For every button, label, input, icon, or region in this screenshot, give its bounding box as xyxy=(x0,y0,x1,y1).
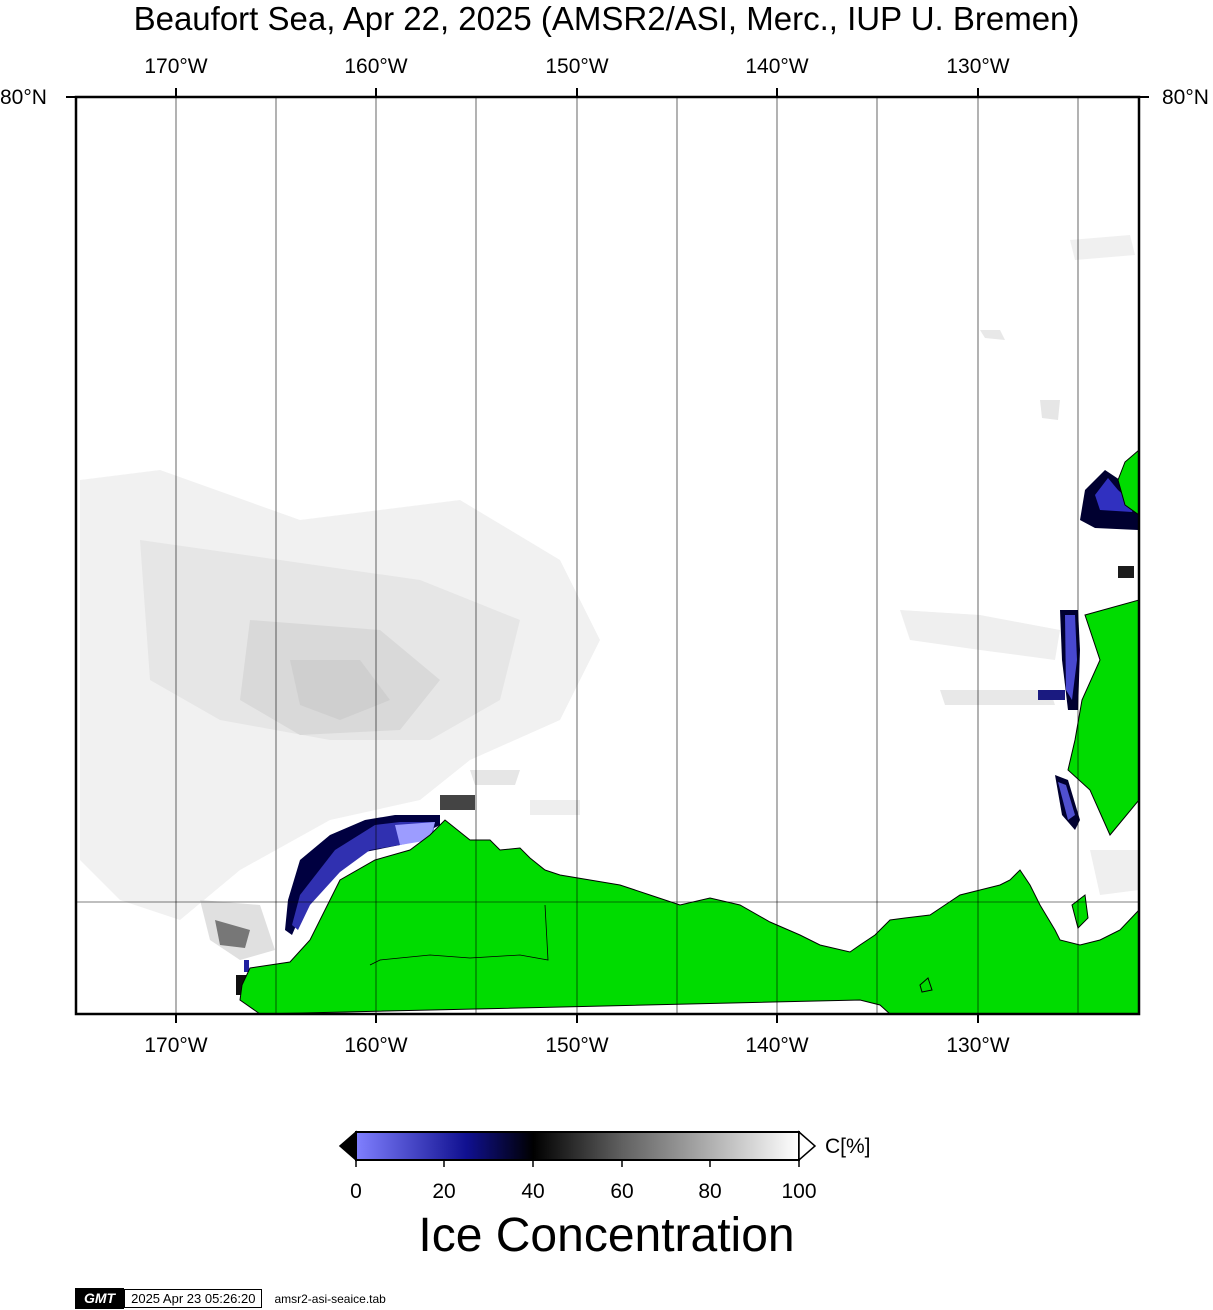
colorbar-tick-20: 20 xyxy=(432,1180,456,1203)
colorbar-under-triangle xyxy=(338,1130,357,1162)
prince-patrick-island xyxy=(1117,449,1139,516)
lon-label-top-160w: 160°W xyxy=(344,55,408,78)
sea-ice-field xyxy=(80,235,1139,960)
lon-label-bottom-150w: 150°W xyxy=(545,1034,609,1057)
colorbar-over-triangle xyxy=(798,1130,817,1162)
lon-label-bottom-140w: 140°W xyxy=(745,1034,809,1057)
coast-island xyxy=(1071,894,1089,929)
colorbar-tick-80: 80 xyxy=(698,1180,722,1203)
lat-label-left: 80°N xyxy=(0,86,47,109)
colorbar-tick-0: 0 xyxy=(350,1180,362,1203)
colorbar-unit: C[%] xyxy=(825,1135,871,1158)
lon-label-bottom-130w: 130°W xyxy=(946,1034,1010,1057)
map-frame xyxy=(74,95,1141,1016)
lon-label-top-130w: 130°W xyxy=(946,55,1010,78)
alaska-landmass xyxy=(239,819,1139,1014)
lon-label-top-170w: 170°W xyxy=(144,55,208,78)
colorbar-tick-100: 100 xyxy=(781,1180,817,1203)
land-masses xyxy=(239,449,1139,1014)
low-ice-concentration xyxy=(236,470,1138,995)
graticule xyxy=(76,97,1139,1014)
colorbar-title: Ice Concentration xyxy=(418,1209,795,1262)
lon-label-bottom-170w: 170°W xyxy=(144,1034,208,1057)
lon-label-top-140w: 140°W xyxy=(745,55,809,78)
border-line xyxy=(369,904,549,966)
coast-island-2 xyxy=(919,977,933,993)
gmt-footer: GMT 2025 Apr 23 05:26:20 amsr2-asi-seaic… xyxy=(75,1288,386,1309)
colorbar-scale xyxy=(355,1131,800,1161)
map-title: Beaufort Sea, Apr 22, 2025 (AMSR2/ASI, M… xyxy=(133,0,1080,37)
gmt-logo: GMT xyxy=(75,1288,125,1309)
timestamp: 2025 Apr 23 05:26:20 xyxy=(124,1289,263,1308)
lon-label-bottom-160w: 160°W xyxy=(344,1034,408,1057)
colorbar-tick-60: 60 xyxy=(610,1180,634,1203)
lat-label-right: 80°N xyxy=(1162,86,1209,109)
colorbar-tick-40: 40 xyxy=(521,1180,545,1203)
frame-ticks xyxy=(66,88,1149,1023)
lon-label-top-150w: 150°W xyxy=(545,55,609,78)
colorbar xyxy=(338,1130,817,1167)
banks-island xyxy=(1067,599,1139,836)
source-file-label: amsr2-asi-seaice.tab xyxy=(274,1291,386,1306)
